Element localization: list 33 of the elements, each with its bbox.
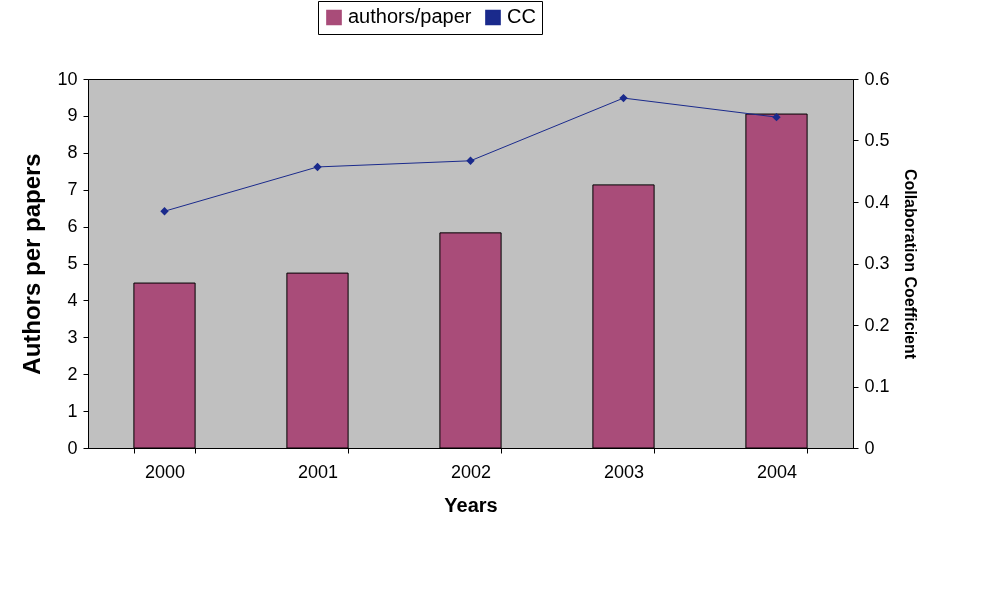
y-tick-label: 1 bbox=[67, 400, 78, 421]
y-tick-label: 0 bbox=[67, 437, 78, 458]
x-tick-label: 2000 bbox=[144, 461, 186, 482]
point bbox=[466, 156, 475, 165]
legend-label: authors/paper bbox=[348, 5, 472, 28]
x-tick-label: 2001 bbox=[297, 461, 339, 482]
point bbox=[313, 162, 322, 172]
y2-tick-label: 0.5 bbox=[864, 130, 890, 150]
y-axis-title: Authors per papers bbox=[18, 153, 46, 375]
point bbox=[619, 93, 628, 103]
x-tick-label: 2002 bbox=[450, 461, 492, 482]
y2-tick-label: 0.3 bbox=[864, 253, 890, 273]
y-tick-label: 4 bbox=[67, 289, 78, 310]
x-axis-title: Years bbox=[444, 493, 498, 516]
point bbox=[160, 207, 169, 216]
y2-tick-label: 0.6 bbox=[864, 68, 890, 89]
y-tick-label: 10 bbox=[57, 68, 78, 89]
y-tick-label: 3 bbox=[67, 326, 78, 347]
y-tick-label: 7 bbox=[67, 179, 78, 200]
x-tick-label: 2004 bbox=[756, 461, 798, 482]
y2-tick-label: 0 bbox=[864, 437, 875, 458]
point bbox=[772, 112, 781, 122]
y-tick-label: 5 bbox=[67, 253, 78, 273]
y2-axis-title: Collaboration Coefficient bbox=[901, 168, 919, 360]
y2-tick-label: 0.4 bbox=[864, 191, 890, 212]
x-tick-label: 2003 bbox=[603, 461, 645, 482]
legend-label: CC bbox=[507, 5, 536, 28]
y2-tick-label: 0.2 bbox=[864, 314, 890, 335]
y-tick-label: 6 bbox=[67, 216, 78, 237]
y-tick-label: 9 bbox=[67, 105, 78, 126]
y-tick-label: 2 bbox=[67, 363, 78, 384]
y-tick-label: 8 bbox=[67, 142, 78, 163]
y2-tick-label: 0.1 bbox=[864, 376, 890, 396]
